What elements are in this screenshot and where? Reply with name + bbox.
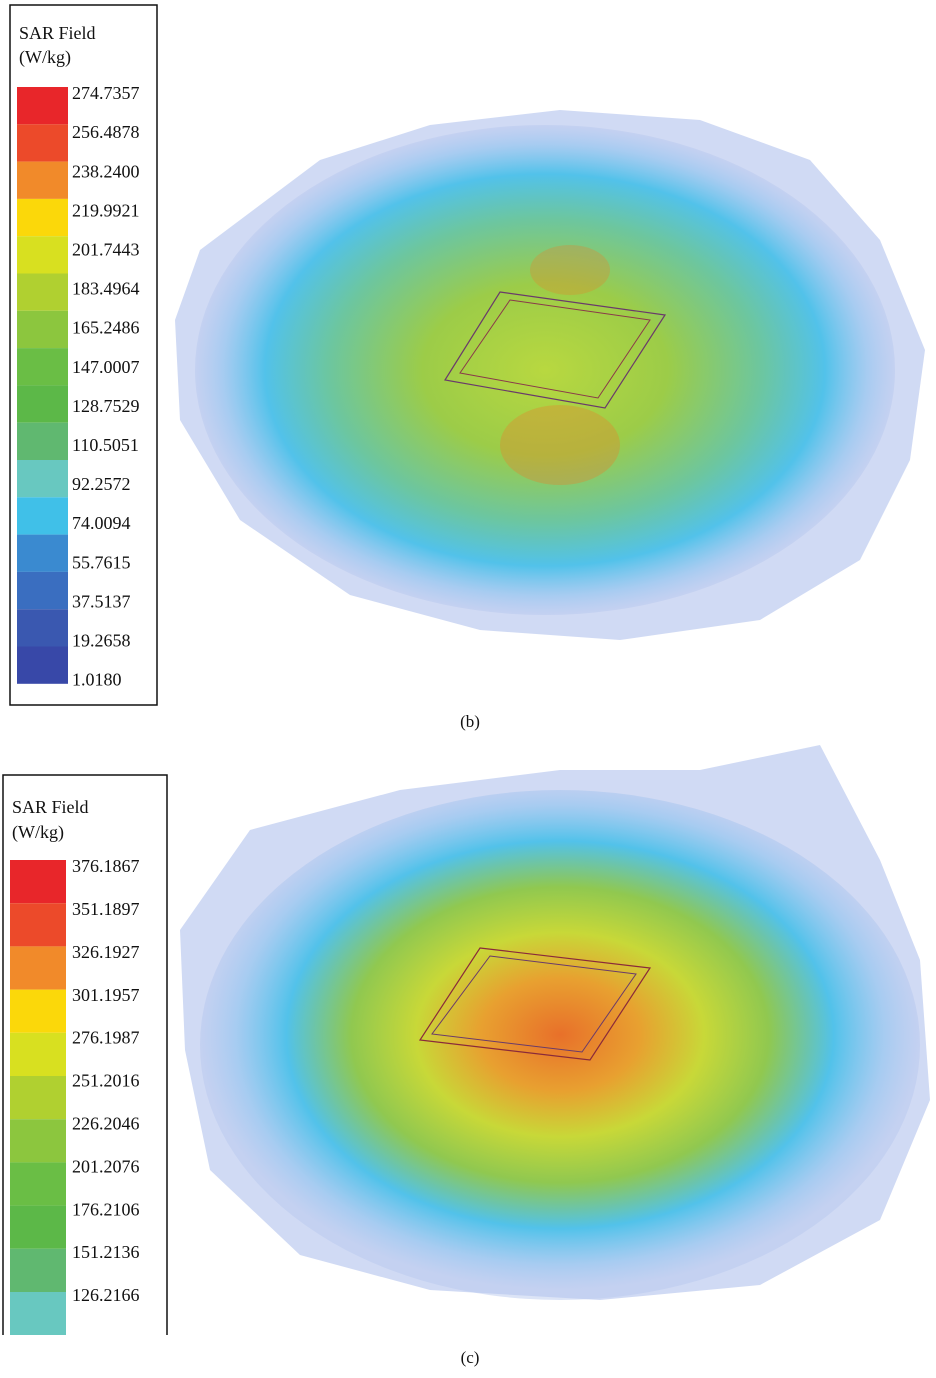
color-band xyxy=(17,274,68,311)
color-band xyxy=(10,1249,66,1292)
color-band xyxy=(10,1076,66,1119)
legend-label: 276.1987 xyxy=(72,1028,140,1048)
color-band xyxy=(17,609,68,646)
color-band xyxy=(10,990,66,1033)
legend-label: 219.9921 xyxy=(72,200,140,220)
page: {"panels": [ {"legend": {"title": "SAR F… xyxy=(0,0,936,1373)
color-band xyxy=(17,124,68,161)
legend-label: 274.7357 xyxy=(72,83,140,103)
color-band xyxy=(10,1119,66,1162)
legend-label: 74.0094 xyxy=(72,513,131,533)
legend-label: 110.5051 xyxy=(72,435,139,455)
color-band xyxy=(17,385,68,422)
legend-label: 19.2658 xyxy=(72,631,131,651)
color-band xyxy=(17,423,68,460)
legend-label: 351.1897 xyxy=(72,899,140,919)
legend-label: 326.1927 xyxy=(72,942,140,962)
caption: (c) xyxy=(461,1348,480,1367)
color-band xyxy=(17,572,68,609)
color-band xyxy=(10,860,66,903)
color-band xyxy=(10,1162,66,1205)
color-band xyxy=(17,647,68,684)
color-band xyxy=(17,162,68,199)
legend-label: 183.4964 xyxy=(72,279,140,299)
legend-label: 55.7615 xyxy=(72,552,131,572)
legend-label: 238.2400 xyxy=(72,161,140,181)
legend-label: 37.5137 xyxy=(72,591,131,611)
legend-label: 92.2572 xyxy=(72,474,131,494)
color-band xyxy=(17,87,68,124)
legend-label: 201.2076 xyxy=(72,1156,140,1176)
color-band xyxy=(17,460,68,497)
color-band xyxy=(17,236,68,273)
color-band xyxy=(17,311,68,348)
legend-label: 1.0180 xyxy=(72,670,122,690)
legend-label: 376.1867 xyxy=(72,856,140,876)
legend-label: 201.7443 xyxy=(72,240,140,260)
color-band xyxy=(10,946,66,989)
legend-label: 176.2106 xyxy=(72,1199,140,1219)
legend-title: SAR Field xyxy=(12,797,89,817)
sar-field-c xyxy=(180,745,930,1300)
legend-label: 256.4878 xyxy=(72,122,140,142)
color-band xyxy=(17,497,68,534)
legend-title: SAR Field xyxy=(19,23,96,43)
color-band xyxy=(10,1292,66,1335)
color-band xyxy=(10,1206,66,1249)
figure: SAR Field (W/kg) (b) SAR Field (W/kg) (c… xyxy=(0,0,936,1373)
color-band xyxy=(10,1033,66,1076)
legend-label: 251.2016 xyxy=(72,1071,140,1091)
legend-label: 126.2166 xyxy=(72,1285,140,1305)
legend-label: 165.2486 xyxy=(72,318,140,338)
legend-unit: (W/kg) xyxy=(19,47,71,68)
legend-unit: (W/kg) xyxy=(12,822,64,843)
caption: (b) xyxy=(460,712,480,731)
color-band xyxy=(10,903,66,946)
legend-label: 226.2046 xyxy=(72,1114,140,1134)
legend-label: 128.7529 xyxy=(72,396,140,416)
color-band xyxy=(17,535,68,572)
legend-label: 151.2136 xyxy=(72,1242,140,1262)
legend-label: 147.0007 xyxy=(72,357,140,377)
sar-field-b xyxy=(175,110,925,640)
color-band xyxy=(17,199,68,236)
color-band xyxy=(17,348,68,385)
legend-label: 301.1957 xyxy=(72,985,140,1005)
